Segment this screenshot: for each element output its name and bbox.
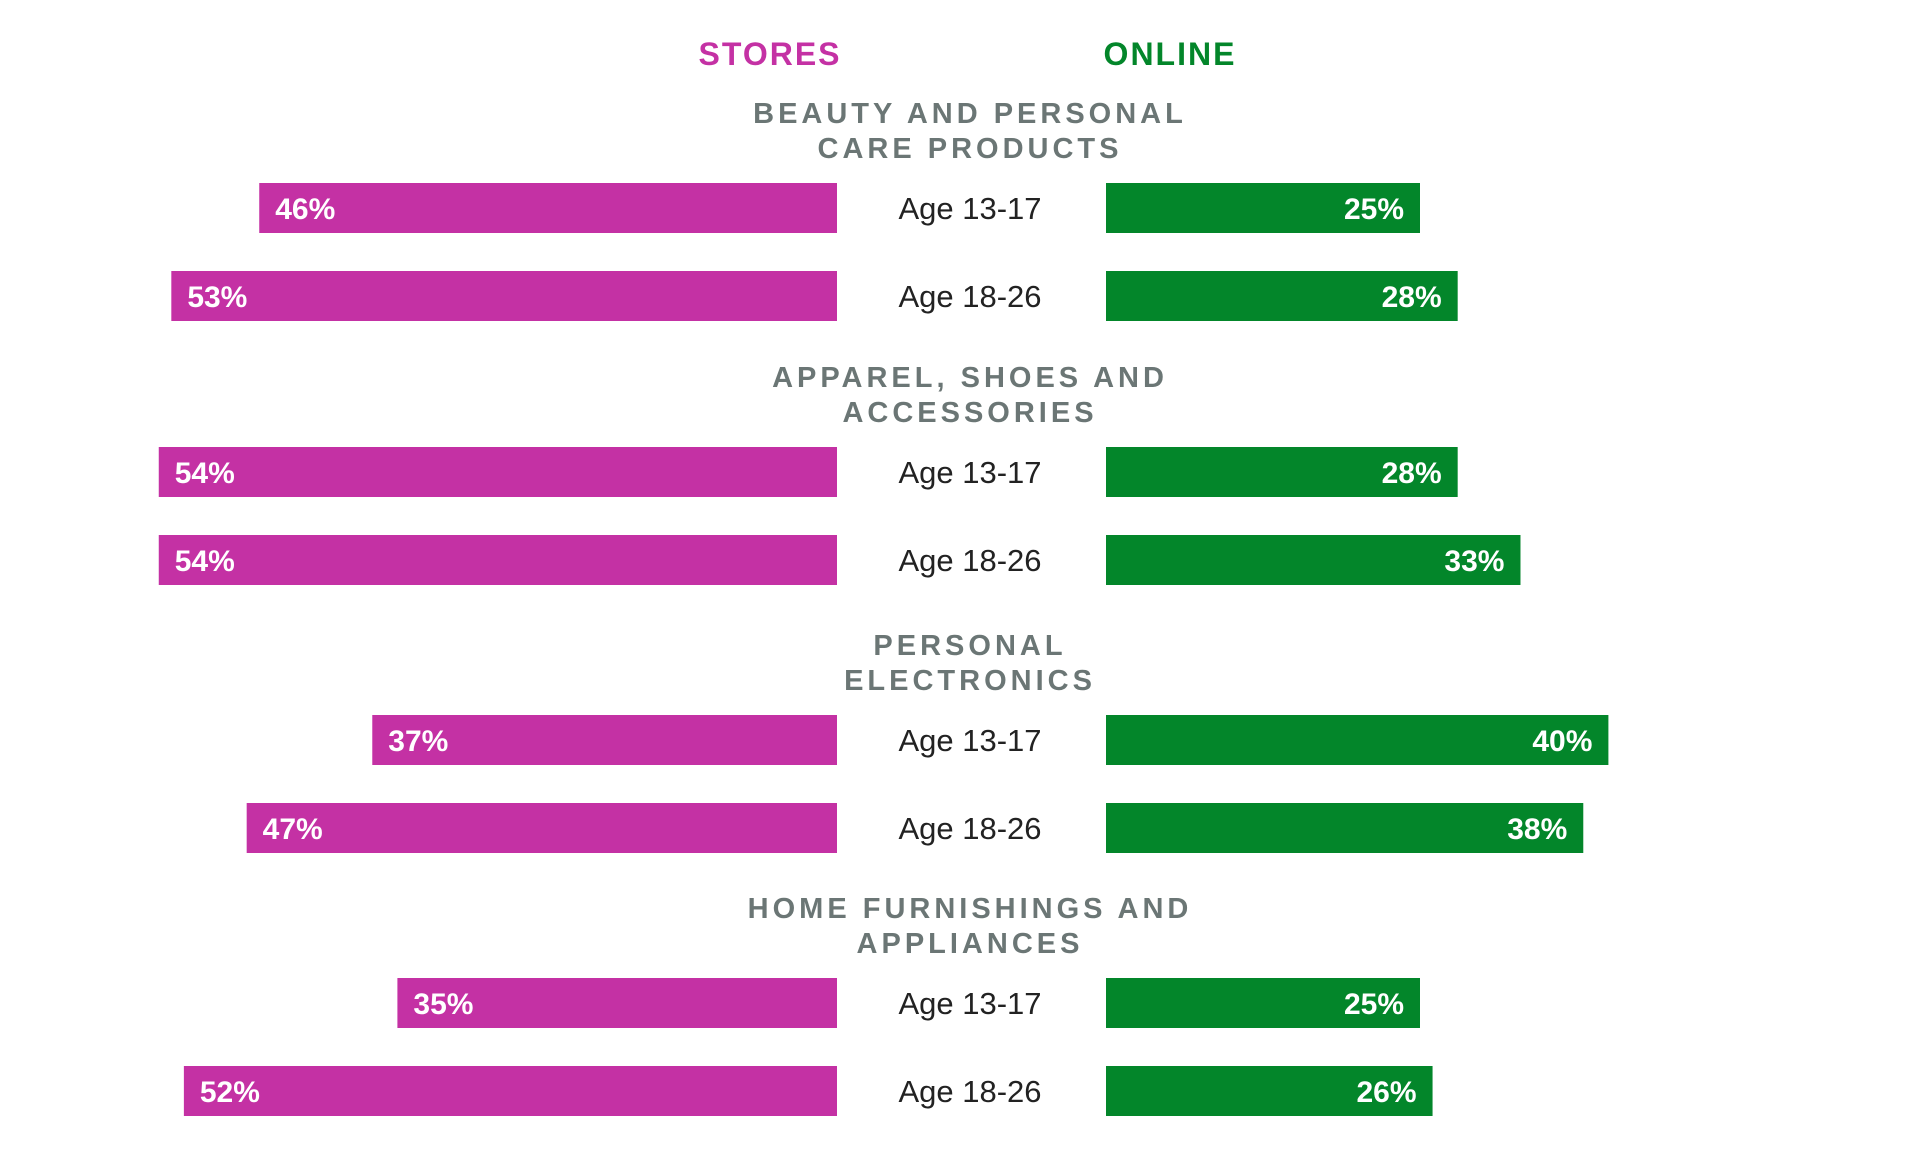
- category-title-line: APPLIANCES: [857, 928, 1084, 960]
- online-bar: [1106, 183, 1420, 233]
- category-title-line: ACCESSORIES: [842, 397, 1097, 429]
- stores-bar: [158, 535, 837, 585]
- legend-stores-label: STORES: [699, 36, 842, 72]
- stores-value-label: 53%: [187, 281, 247, 314]
- stores-bar: [171, 271, 837, 321]
- age-label: Age 18-26: [898, 811, 1041, 846]
- category-title-line: CARE PRODUCTS: [818, 133, 1123, 165]
- stores-value-label: 47%: [263, 813, 323, 846]
- stores-value-label: 54%: [175, 457, 235, 490]
- online-bar: [1106, 803, 1584, 853]
- category-title-line: ELECTRONICS: [844, 665, 1096, 697]
- stores-bar: [158, 447, 837, 497]
- online-value-label: 25%: [1344, 193, 1404, 226]
- stores-bar: [259, 183, 837, 233]
- age-label: Age 18-26: [898, 543, 1041, 578]
- category-title-line: APPAREL, SHOES AND: [772, 362, 1168, 394]
- legend: STORES ONLINE: [699, 36, 1237, 72]
- category-title-line: PERSONAL: [873, 630, 1066, 662]
- age-label: Age 13-17: [898, 455, 1041, 490]
- online-bar: [1106, 715, 1609, 765]
- online-value-label: 33%: [1444, 545, 1504, 578]
- stores-value-label: 46%: [275, 193, 335, 226]
- age-label: Age 13-17: [898, 191, 1041, 226]
- age-label: Age 13-17: [898, 986, 1041, 1021]
- category-title-line: BEAUTY AND PERSONAL: [753, 98, 1187, 130]
- online-value-label: 25%: [1344, 988, 1404, 1021]
- stores-bar: [183, 1066, 837, 1116]
- stores-value-label: 37%: [388, 725, 448, 758]
- online-value-label: 38%: [1507, 813, 1567, 846]
- online-bar: [1106, 447, 1458, 497]
- stores-value-label: 52%: [200, 1076, 260, 1109]
- online-value-label: 40%: [1532, 725, 1592, 758]
- online-value-label: 28%: [1382, 457, 1442, 490]
- age-label: Age 18-26: [898, 1074, 1041, 1109]
- online-value-label: 28%: [1382, 281, 1442, 314]
- online-bar: [1106, 535, 1521, 585]
- stores-value-label: 54%: [175, 545, 235, 578]
- online-bar: [1106, 271, 1458, 321]
- legend-online-label: ONLINE: [1104, 36, 1237, 72]
- stores-bar: [246, 803, 837, 853]
- online-bar: [1106, 1066, 1433, 1116]
- stores-bar: [372, 715, 837, 765]
- online-value-label: 26%: [1357, 1076, 1417, 1109]
- age-label: Age 13-17: [898, 723, 1041, 758]
- age-label: Age 18-26: [898, 279, 1041, 314]
- stores-value-label: 35%: [413, 988, 473, 1021]
- stores-bar: [397, 978, 837, 1028]
- category-title-line: HOME FURNISHINGS AND: [748, 893, 1193, 925]
- online-bar: [1106, 978, 1420, 1028]
